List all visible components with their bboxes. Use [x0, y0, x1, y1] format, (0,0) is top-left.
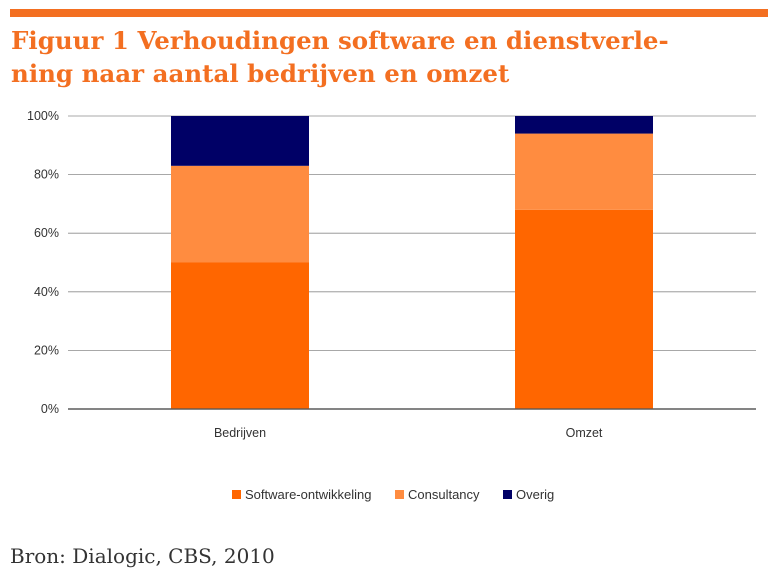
bar-segment [515, 209, 653, 409]
y-tick-label: 100% [27, 109, 59, 123]
stacked-bar-chart: 0% 20% 40% 60% 80% 100% Bedrijven Omzet Software… [27, 109, 756, 502]
x-tick-label: Omzet [566, 426, 603, 440]
legend-label: Software-ontwikkeling [245, 487, 371, 502]
legend-label: Consultancy [408, 487, 480, 502]
bar-segment [171, 165, 309, 263]
y-tick-label: 20% [34, 343, 59, 357]
legend-swatch [395, 490, 404, 499]
source-note: Bron: Dialogic, CBS, 2010 [10, 544, 275, 568]
y-tick-label: 0% [41, 402, 59, 416]
bar-segment [171, 262, 309, 409]
bar-segment [515, 133, 653, 210]
bar-segment [171, 116, 309, 166]
title-accent-bar [10, 9, 768, 17]
legend-label: Overig [516, 487, 554, 502]
figure-title-line-2: ning naar aantal bedrijven en omzet [11, 59, 510, 88]
y-tick-label: 60% [34, 226, 59, 240]
y-tick-label: 80% [34, 168, 59, 182]
figure-title: Figuur 1 Verhoudingen software en dienst… [11, 24, 771, 90]
figure-title-line-1: Figuur 1 Verhoudingen software en dienst… [11, 26, 669, 55]
legend-swatch [503, 490, 512, 499]
x-tick-label: Bedrijven [214, 426, 266, 440]
legend-swatch [232, 490, 241, 499]
y-tick-label: 40% [34, 285, 59, 299]
bar-segment [515, 116, 653, 134]
